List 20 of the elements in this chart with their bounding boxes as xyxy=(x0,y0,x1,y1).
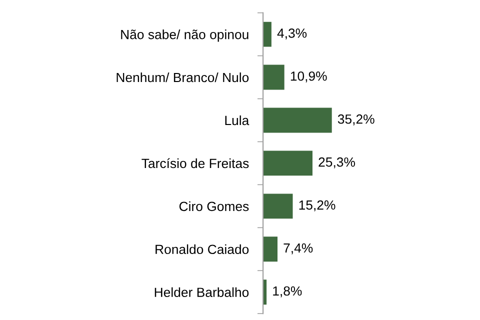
y-tick-label: Nenhum/ Branco/ Nulo xyxy=(116,72,249,82)
y-tick-label: Não sabe/ não opinou xyxy=(121,30,248,42)
data-label: 25,3% xyxy=(318,157,355,168)
bar xyxy=(263,236,278,262)
data-label: 4,3% xyxy=(277,28,307,40)
y-tick-label: Helder Barbalho xyxy=(154,287,249,298)
bar xyxy=(263,22,272,47)
data-label: 35,2% xyxy=(338,114,374,126)
bar xyxy=(263,194,293,219)
y-tick-label: Tarcísio de Freitas xyxy=(142,158,249,168)
y-tick-label: Ronaldo Caiado xyxy=(156,244,249,254)
data-label: 7,4% xyxy=(284,243,313,254)
bar xyxy=(263,108,332,133)
bar xyxy=(263,150,312,176)
data-label: 15,2% xyxy=(299,200,336,212)
bar xyxy=(263,64,284,90)
data-label: 1,8% xyxy=(273,286,302,298)
y-tick-label: Ciro Gomes xyxy=(179,201,249,212)
data-label: 10,9% xyxy=(290,71,327,82)
y-tick-label: Lula xyxy=(225,115,250,126)
